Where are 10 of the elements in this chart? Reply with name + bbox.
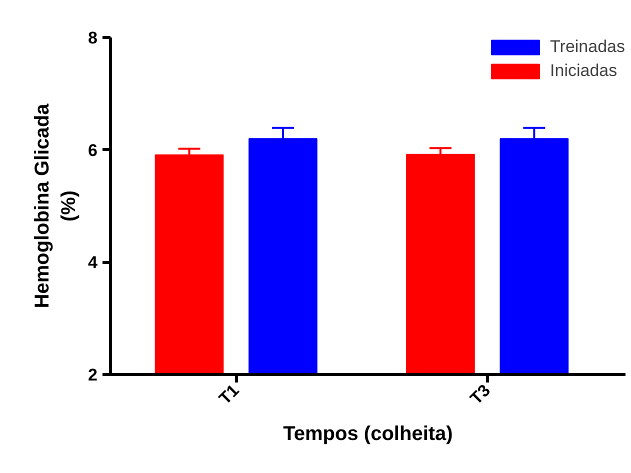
y-axis-title: Hemoglobina Glicada (%)	[32, 102, 80, 308]
y-tick-label: 6	[88, 140, 98, 160]
y-tick-label: 2	[88, 366, 98, 384]
x-axis-title: Tempos (colheita)	[283, 422, 453, 445]
legend-label: Treinadas	[550, 37, 625, 57]
y-tick-label: 4	[88, 253, 98, 272]
legend-label: Iniciadas	[550, 61, 618, 81]
y-tick-label: 8	[88, 28, 98, 48]
x-tick-label: T1	[215, 380, 243, 408]
x-tick-label: T3	[466, 380, 494, 408]
